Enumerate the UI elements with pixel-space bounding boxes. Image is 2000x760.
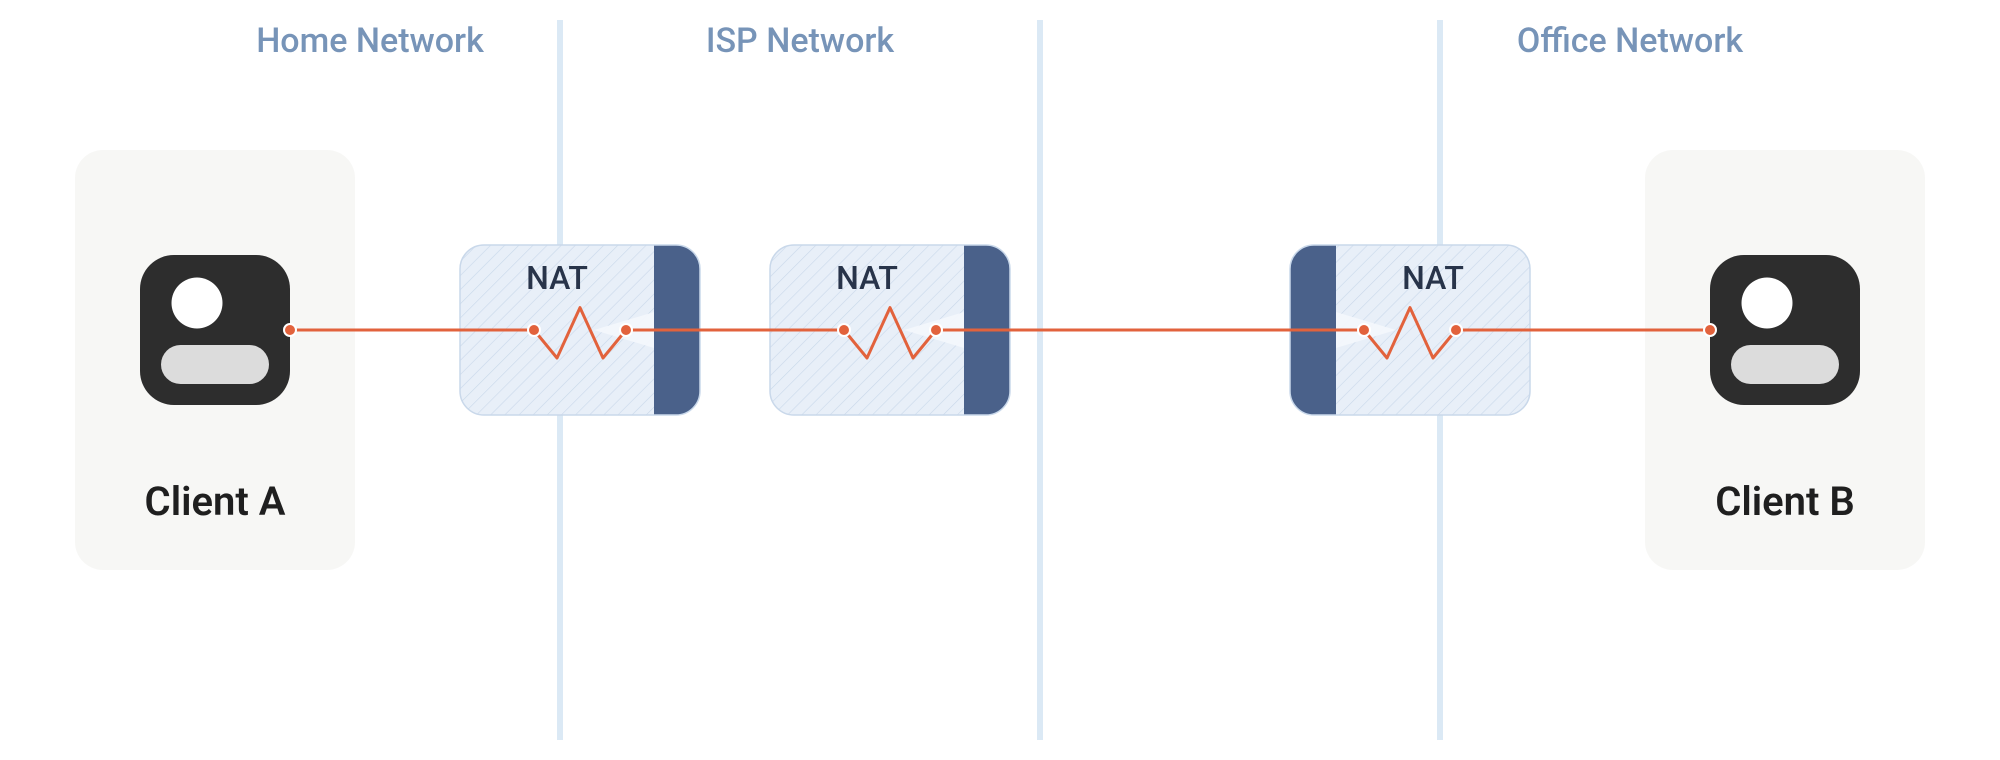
zone-label: Home Network: [256, 21, 484, 61]
client-icon-body: [1731, 345, 1839, 384]
wire-node: [284, 324, 296, 336]
client-icon-head: [1742, 278, 1793, 329]
wire-node: [620, 324, 632, 336]
client-icon-head: [172, 278, 223, 329]
zone-label: Office Network: [1517, 21, 1743, 61]
wire-node: [930, 324, 942, 336]
wire-node: [838, 324, 850, 336]
client-icon-body: [161, 345, 269, 384]
nat-label: NAT: [526, 259, 588, 297]
client-label: Client A: [145, 478, 286, 525]
nat-label: NAT: [1402, 259, 1464, 297]
wire-node: [1704, 324, 1716, 336]
nat-label: NAT: [836, 259, 898, 297]
wire-node: [1450, 324, 1462, 336]
client-label: Client B: [1715, 478, 1855, 525]
zone-label: ISP Network: [706, 21, 895, 61]
wire-node: [1358, 324, 1370, 336]
wire-node: [528, 324, 540, 336]
